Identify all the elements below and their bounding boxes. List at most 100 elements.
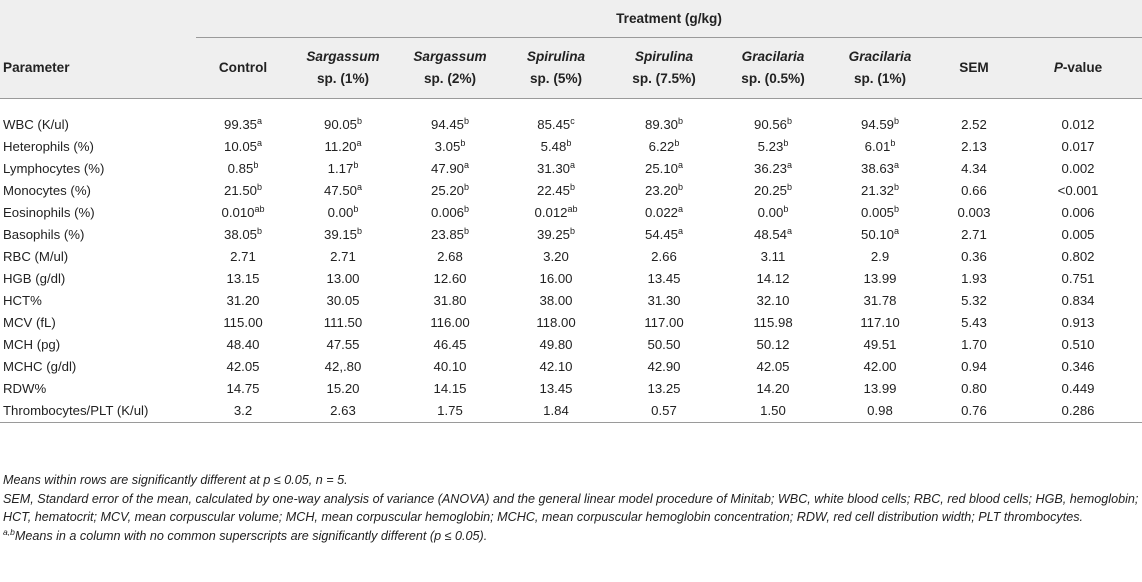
cell-value: 54.45 bbox=[644, 226, 678, 242]
cell-superscript: b bbox=[894, 181, 900, 192]
table-cell: 118.00 bbox=[504, 311, 608, 333]
column-header-2: Sargassum sp. (1%) bbox=[290, 37, 396, 99]
table-cell: 14.12 bbox=[720, 267, 826, 289]
cell-value: 46.45 bbox=[433, 336, 467, 352]
cell-value: 0.012 bbox=[534, 204, 568, 220]
cell-value: 47.50 bbox=[323, 182, 357, 198]
column-header-italic: Gracilaria bbox=[848, 49, 912, 64]
column-header-italic: P bbox=[1053, 60, 1063, 75]
cell-superscript: ab bbox=[567, 203, 578, 214]
footnote-superscript-text: Means in a column with no common supersc… bbox=[14, 528, 488, 543]
cell-value: 14.12 bbox=[756, 270, 790, 286]
cell-superscript: b bbox=[460, 137, 466, 148]
table-cell: 2.71 bbox=[196, 245, 290, 267]
cell-value: 0.36 bbox=[961, 248, 987, 264]
cell-value: 38.05 bbox=[223, 226, 257, 242]
table-cell: 3.20 bbox=[504, 245, 608, 267]
cell-superscript: b bbox=[783, 203, 789, 214]
cell-value: 11.20 bbox=[324, 138, 357, 154]
cell-value: 5.43 bbox=[961, 314, 987, 330]
column-header-1: Control bbox=[196, 37, 290, 99]
column-header-italic: Spirulina bbox=[526, 49, 586, 64]
table-cell: 3.11 bbox=[720, 245, 826, 267]
row-parameter: HGB (g/dl) bbox=[3, 270, 66, 286]
table-cell: 13.99 bbox=[826, 267, 934, 289]
table-cell: 1.93 bbox=[934, 267, 1014, 289]
table-cell: 54.45a bbox=[608, 223, 720, 245]
table-cell: 6.01b bbox=[826, 135, 934, 157]
table-cell: 117.00 bbox=[608, 311, 720, 333]
column-header-row: Parameter Control Sargassum sp. (1%) Sargass… bbox=[0, 37, 1142, 99]
table-cell: 0.003 bbox=[934, 201, 1014, 223]
cell-value: 2.9 bbox=[870, 248, 890, 264]
cell-value: 5.32 bbox=[961, 292, 987, 308]
cell-value: 1.50 bbox=[760, 402, 786, 418]
cell-value: 15.20 bbox=[326, 380, 360, 396]
cell-superscript: a bbox=[257, 115, 263, 126]
table-cell: 0.010ab bbox=[196, 201, 290, 223]
cell-value: 0.006 bbox=[1061, 204, 1095, 220]
cell-value: 50.50 bbox=[647, 336, 681, 352]
cell-value: 42,.80 bbox=[324, 358, 362, 374]
column-header-9: P-value bbox=[1014, 37, 1142, 99]
table-cell: 30.05 bbox=[290, 289, 396, 311]
cell-value: 2.68 bbox=[437, 248, 463, 264]
column-header-rest: sp. (7.5%) bbox=[632, 71, 696, 86]
table-cell: 13.45 bbox=[608, 267, 720, 289]
cell-value: 0.834 bbox=[1061, 292, 1095, 308]
column-header-italic: Sargassum bbox=[413, 49, 487, 64]
cell-value: 1.93 bbox=[961, 270, 987, 286]
cell-value: 3.11 bbox=[760, 248, 786, 264]
cell-value: 23.85 bbox=[430, 226, 464, 242]
table-cell: 115.00 bbox=[196, 311, 290, 333]
row-parameter: MCV (fL) bbox=[3, 314, 56, 330]
cell-superscript: b bbox=[464, 203, 470, 214]
table-cell: 89.30b bbox=[608, 99, 720, 136]
cell-value: 117.00 bbox=[644, 314, 684, 330]
table-cell: 42.10 bbox=[504, 355, 608, 377]
table-cell: 31.30 bbox=[608, 289, 720, 311]
cell-superscript: a bbox=[678, 203, 684, 214]
table-cell: 1.70 bbox=[934, 333, 1014, 355]
cell-value: 99.35 bbox=[223, 116, 257, 132]
cell-value: 47.90 bbox=[430, 160, 464, 176]
row-parameter: Lymphocytes (%) bbox=[3, 160, 105, 176]
table-cell: 0.006 bbox=[1014, 201, 1142, 223]
cell-value: 31.20 bbox=[226, 292, 260, 308]
cell-value: 23.20 bbox=[644, 182, 678, 198]
column-header-4: Spirulina sp. (5%) bbox=[504, 37, 608, 99]
table-cell: 3.05b bbox=[396, 135, 504, 157]
cell-superscript: b bbox=[357, 115, 363, 126]
cell-value: 21.32 bbox=[860, 182, 894, 198]
table-cell: 13.25 bbox=[608, 377, 720, 399]
table-cell: 6.22b bbox=[608, 135, 720, 157]
cell-value: 0.346 bbox=[1061, 358, 1095, 374]
table-cell: 23.85b bbox=[396, 223, 504, 245]
table-cell: 38.63a bbox=[826, 157, 934, 179]
table-cell: 25.10a bbox=[608, 157, 720, 179]
cell-value: 50.12 bbox=[756, 336, 790, 352]
cell-value: 13.15 bbox=[226, 270, 260, 286]
cell-superscript: b bbox=[894, 203, 900, 214]
column-header-6: Gracilaria sp. (0.5%) bbox=[720, 37, 826, 99]
table-cell: 38.05b bbox=[196, 223, 290, 245]
table-cell: 0.006b bbox=[396, 201, 504, 223]
cell-value: 0.012 bbox=[1061, 116, 1095, 132]
row-parameter: HCT% bbox=[3, 292, 42, 308]
table-cell: 21.50b bbox=[196, 179, 290, 201]
table-cell: 116.00 bbox=[396, 311, 504, 333]
cell-value: 42.90 bbox=[647, 358, 681, 374]
table-cell: 11.20a bbox=[290, 135, 396, 157]
table-cell: 5.48b bbox=[504, 135, 608, 157]
column-header-rest: -value bbox=[1062, 60, 1103, 75]
table-cell: 0.66 bbox=[934, 179, 1014, 201]
cell-superscript: b bbox=[890, 137, 896, 148]
row-parameter: WBC (K/ul) bbox=[3, 116, 69, 132]
table-cell: 0.36 bbox=[934, 245, 1014, 267]
cell-value: 94.59 bbox=[860, 116, 894, 132]
cell-superscript: b bbox=[566, 137, 572, 148]
table-cell: 1.17b bbox=[290, 157, 396, 179]
table-cell: 31.20 bbox=[196, 289, 290, 311]
table-cell: 47.55 bbox=[290, 333, 396, 355]
table-cell: 1.75 bbox=[396, 399, 504, 423]
